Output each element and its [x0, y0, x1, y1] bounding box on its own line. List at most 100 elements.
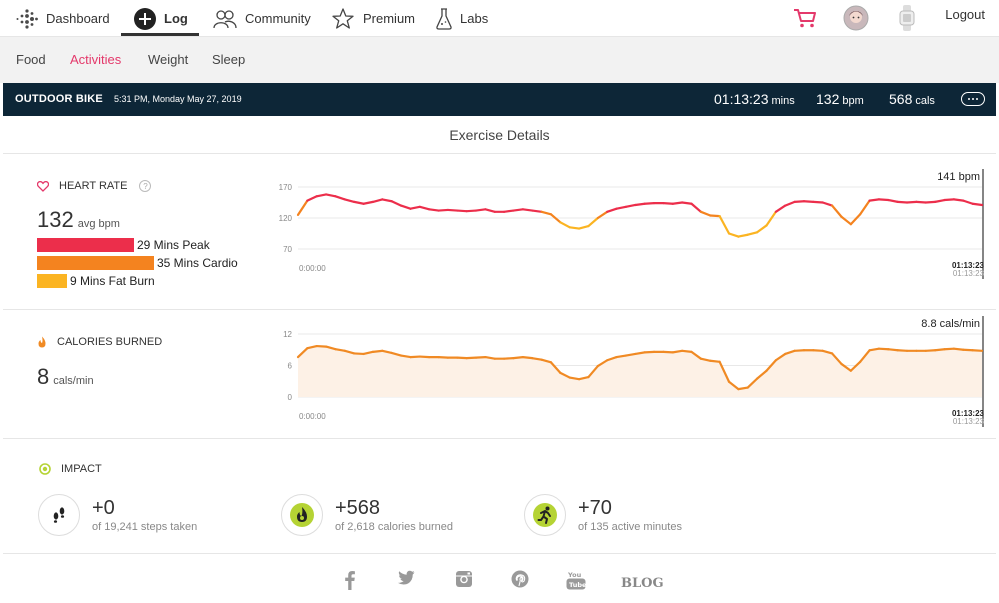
series-line-segment	[681, 349, 693, 353]
footer: You Tube BLOG	[3, 553, 996, 603]
zone-label: 9 Mins Fat Burn	[70, 274, 155, 288]
series-line-segment	[399, 354, 412, 359]
series-line-segment	[784, 200, 796, 207]
series-line-segment	[503, 357, 515, 360]
series-line-segment	[559, 221, 571, 229]
section-divider	[3, 438, 996, 439]
pinterest-icon[interactable]	[510, 570, 530, 588]
series-line-segment	[484, 208, 496, 213]
series-line-segment	[615, 354, 628, 359]
sub-nav: Food Activities Weight Sleep	[0, 37, 999, 83]
series-line-segment	[699, 357, 712, 362]
svg-text:Tube: Tube	[569, 581, 586, 589]
zone-bar	[37, 274, 67, 288]
series-line-segment	[962, 199, 974, 205]
series-line-segment	[849, 213, 862, 226]
flask-icon	[436, 7, 452, 31]
twitter-icon[interactable]	[394, 570, 416, 587]
calories-title: CALORIES BURNED	[57, 336, 163, 348]
impact-steps-sub: of 19,241 steps taken	[92, 521, 198, 533]
impact-calories-sub: of 2,618 calories burned	[335, 521, 454, 533]
impact-active-sub: of 135 active minutes	[578, 521, 682, 533]
cals-value: 568	[889, 91, 913, 107]
series-line-segment	[962, 348, 974, 352]
y-tick-label: 0	[288, 393, 293, 402]
activity-title: OUTDOOR BIKE	[15, 93, 103, 105]
series-line-segment	[353, 352, 365, 356]
x-end-label-secondary: 01:13:23	[953, 269, 985, 278]
nav-labs[interactable]: Labs	[436, 0, 488, 37]
series-line-segment	[877, 198, 890, 202]
avatar[interactable]	[843, 3, 869, 33]
series-line-segment	[756, 224, 768, 234]
more-options-button[interactable]	[961, 92, 985, 106]
series-line-segment	[924, 349, 937, 352]
series-line-segment	[521, 356, 534, 360]
series-line-segment	[362, 200, 375, 205]
series-line-segment	[540, 210, 553, 216]
impact-label: IMPACT	[39, 463, 102, 475]
device-watch-icon[interactable]	[898, 3, 916, 33]
series-line-segment	[371, 198, 384, 203]
nav-log[interactable]: Log	[134, 0, 188, 37]
blog-link[interactable]: BLOG	[621, 576, 664, 591]
impact-calories-value: +568	[335, 497, 381, 519]
y-tick-label: 70	[283, 245, 292, 254]
subnav-food[interactable]: Food	[16, 52, 46, 67]
series-line-segment	[690, 350, 703, 360]
series-line-segment	[540, 358, 553, 364]
series-line-segment	[484, 356, 496, 360]
series-line-segment	[549, 213, 562, 224]
series-line-segment	[399, 204, 412, 210]
subnav-sleep[interactable]: Sleep	[212, 52, 246, 67]
nav-dashboard[interactable]: Dashboard	[16, 0, 110, 37]
star-icon	[331, 7, 355, 31]
activity-header-bar: OUTDOOR BIKE 5:31 PM, Monday May 27, 201…	[3, 83, 996, 116]
series-line-segment	[381, 349, 393, 354]
series-line-segment	[549, 361, 562, 374]
series-line-segment	[737, 386, 749, 391]
subnav-activities[interactable]: Activities	[70, 52, 122, 67]
logout-link[interactable]: Logout	[945, 7, 985, 22]
zone-bar	[37, 238, 134, 252]
series-line-segment	[774, 204, 787, 213]
series-line-segment	[662, 202, 674, 205]
series-line-segment	[924, 200, 937, 204]
nav-premium[interactable]: Premium	[331, 0, 415, 37]
current-value-label: 8.8 cals/min	[921, 318, 980, 330]
series-line-segment	[596, 210, 609, 220]
impact-title: IMPACT	[61, 463, 102, 475]
fitbit-logo-icon	[16, 8, 38, 30]
x-end-label-secondary: 01:13:23	[953, 417, 985, 426]
heart-icon	[37, 180, 49, 192]
impact-steps: +0 of 19,241 steps taken	[38, 494, 197, 536]
series-line-segment	[943, 347, 955, 351]
impact-calories: +568 of 2,618 calories burned	[281, 494, 453, 536]
series-line-segment	[887, 348, 899, 352]
shop-cart-icon[interactable]	[792, 3, 818, 33]
calories-rate-value: 8	[37, 364, 50, 389]
youtube-icon[interactable]: You Tube	[565, 570, 587, 592]
nav-community[interactable]: Community	[213, 0, 311, 37]
series-line-segment	[765, 210, 777, 227]
help-icon[interactable]: ?	[139, 180, 152, 192]
facebook-icon[interactable]	[343, 570, 357, 590]
series-line-segment	[362, 350, 375, 356]
series-line-segment	[437, 208, 450, 212]
series-line-segment	[296, 347, 309, 359]
series-line-segment	[802, 200, 815, 203]
y-tick-label: 120	[279, 214, 293, 223]
series-line-segment	[943, 198, 955, 202]
nav-community-label: Community	[245, 11, 311, 26]
nav-labs-label: Labs	[460, 11, 489, 26]
y-tick-label: 12	[283, 330, 292, 339]
impact-steps-value: +0	[92, 497, 115, 519]
series-line-segment	[456, 209, 468, 213]
series-line-segment	[709, 359, 721, 363]
more-dot-icon	[976, 98, 978, 100]
instagram-icon[interactable]	[454, 570, 474, 588]
subnav-weight[interactable]: Weight	[148, 52, 189, 67]
series-line-segment	[812, 200, 824, 204]
series-line-segment	[765, 359, 777, 372]
series-line-segment	[559, 371, 571, 379]
